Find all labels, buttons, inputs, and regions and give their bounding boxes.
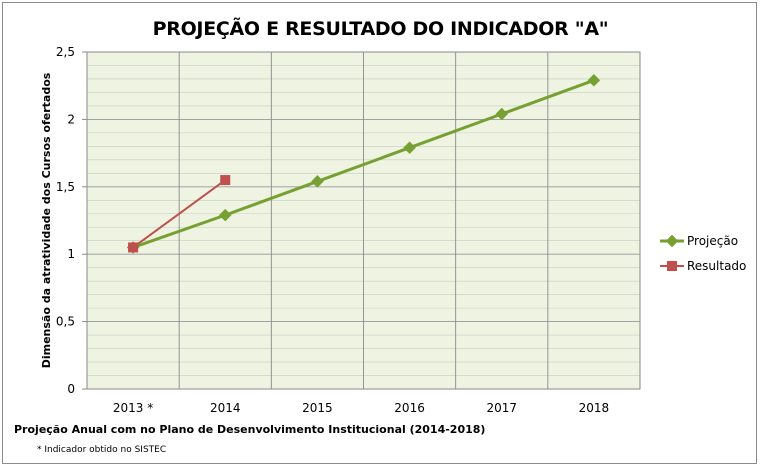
y-tick-label: 1,5	[56, 180, 75, 194]
x-tick-label: 2013 *	[113, 401, 153, 415]
footnote: * Indicador obtido no SISTEC	[37, 445, 167, 455]
y-tick-label: 2,5	[56, 45, 75, 59]
y-tick-label: 0,5	[56, 315, 75, 329]
y-axis-label: Dimensão da atratividade dos Cursos ofer…	[40, 72, 53, 368]
legend-label: Projeção	[687, 234, 738, 248]
x-axis-label: Projeção Anual com no Plano de Desenvolv…	[14, 423, 486, 436]
data-point	[311, 175, 324, 188]
y-tick-label: 1	[67, 247, 75, 261]
x-tick-label: 2015	[302, 401, 333, 415]
series-line-projeo	[132, 78, 595, 249]
data-point	[587, 73, 601, 87]
x-tick-label: 2017	[486, 401, 517, 415]
data-point	[128, 242, 139, 253]
y-tick-label: 2	[67, 112, 75, 126]
data-point	[495, 107, 509, 121]
legend-marker	[665, 234, 679, 248]
data-point	[218, 208, 232, 222]
x-tick-label: 2016	[394, 401, 425, 415]
series-line-resultado	[132, 179, 226, 249]
y-tick-label: 0	[67, 382, 75, 396]
chart-title: PROJEÇÃO E RESULTADO DO INDICADOR "A"	[152, 18, 609, 40]
x-tick-label: 2018	[579, 401, 610, 415]
legend-label: Resultado	[687, 259, 746, 273]
data-point	[403, 141, 416, 155]
plot-border	[86, 51, 641, 390]
x-tick-label: 2014	[210, 401, 241, 415]
data-point	[220, 175, 231, 186]
legend-marker	[667, 261, 677, 271]
